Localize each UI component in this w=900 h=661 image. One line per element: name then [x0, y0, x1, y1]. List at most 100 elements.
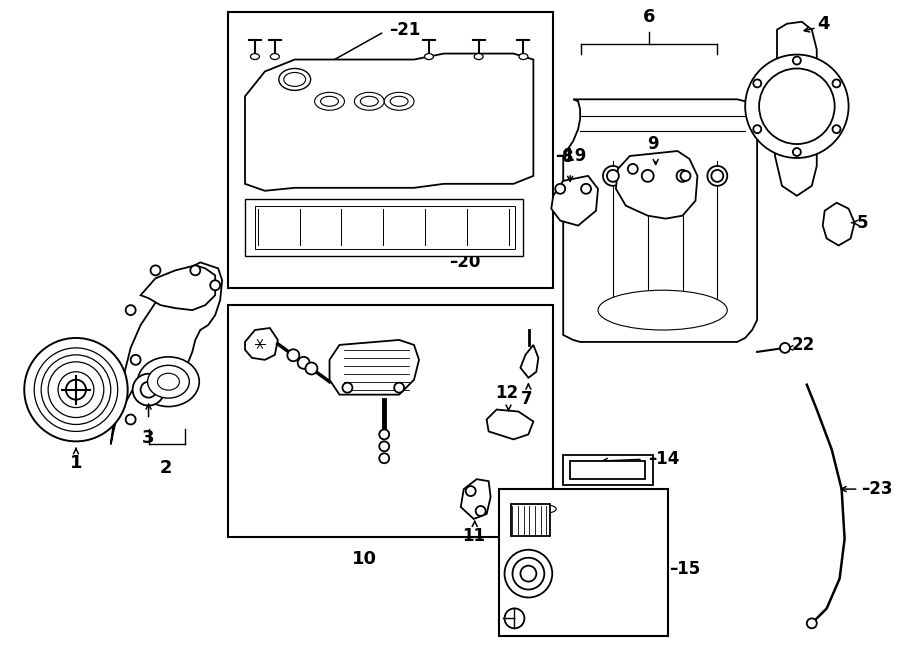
Circle shape — [512, 558, 544, 590]
Text: 7: 7 — [520, 390, 532, 408]
Circle shape — [707, 166, 727, 186]
Bar — [245, 199, 524, 256]
Polygon shape — [563, 99, 757, 342]
Polygon shape — [775, 22, 817, 196]
Ellipse shape — [598, 290, 727, 330]
Circle shape — [555, 184, 565, 194]
Polygon shape — [520, 345, 538, 377]
Text: 1: 1 — [69, 454, 82, 473]
Ellipse shape — [536, 505, 556, 513]
Polygon shape — [616, 151, 698, 219]
Polygon shape — [823, 203, 854, 245]
Circle shape — [806, 619, 817, 629]
Ellipse shape — [355, 93, 384, 110]
Ellipse shape — [158, 373, 179, 390]
Ellipse shape — [320, 97, 338, 106]
Polygon shape — [487, 410, 534, 440]
Text: –19: –19 — [555, 147, 587, 165]
Bar — [563, 455, 652, 485]
Ellipse shape — [474, 54, 483, 59]
Circle shape — [298, 357, 310, 369]
Bar — [228, 12, 554, 288]
Text: –18: –18 — [610, 611, 639, 626]
Circle shape — [753, 125, 761, 133]
Circle shape — [607, 170, 619, 182]
Circle shape — [34, 348, 118, 432]
Text: 12: 12 — [495, 383, 518, 402]
Ellipse shape — [250, 54, 259, 59]
Circle shape — [150, 265, 160, 276]
Circle shape — [520, 566, 536, 582]
Bar — [255, 206, 516, 249]
Circle shape — [66, 379, 86, 400]
Circle shape — [677, 170, 688, 182]
Circle shape — [476, 506, 486, 516]
Circle shape — [379, 442, 389, 451]
Bar — [510, 504, 550, 536]
Circle shape — [832, 79, 841, 87]
Circle shape — [379, 453, 389, 463]
Ellipse shape — [360, 97, 378, 106]
Circle shape — [753, 79, 761, 87]
Ellipse shape — [425, 54, 434, 59]
Circle shape — [132, 373, 165, 406]
Ellipse shape — [315, 93, 345, 110]
Circle shape — [48, 362, 104, 418]
Bar — [228, 305, 554, 537]
Text: –13: –13 — [560, 513, 591, 531]
Bar — [499, 489, 668, 637]
Circle shape — [190, 265, 201, 276]
Bar — [571, 461, 644, 479]
Circle shape — [793, 57, 801, 65]
Circle shape — [745, 55, 849, 158]
Circle shape — [287, 349, 300, 361]
Polygon shape — [461, 479, 491, 519]
Circle shape — [379, 430, 389, 440]
Circle shape — [505, 550, 553, 598]
Circle shape — [642, 170, 653, 182]
Text: –17: –17 — [610, 564, 639, 579]
Circle shape — [759, 69, 834, 144]
Circle shape — [66, 379, 86, 400]
Ellipse shape — [270, 54, 279, 59]
Text: 22: 22 — [792, 336, 815, 354]
Ellipse shape — [391, 97, 408, 106]
Circle shape — [672, 166, 692, 186]
Text: –23: –23 — [861, 480, 893, 498]
Text: –15: –15 — [670, 560, 701, 578]
Ellipse shape — [384, 93, 414, 110]
Circle shape — [466, 486, 476, 496]
Circle shape — [394, 383, 404, 393]
Text: –14: –14 — [648, 450, 680, 468]
Circle shape — [211, 280, 220, 290]
Circle shape — [130, 355, 140, 365]
Ellipse shape — [138, 357, 199, 407]
Circle shape — [526, 499, 566, 539]
Text: –20: –20 — [449, 253, 481, 272]
Circle shape — [680, 171, 690, 181]
Text: 2: 2 — [159, 459, 172, 477]
Polygon shape — [245, 328, 278, 360]
Circle shape — [126, 414, 136, 424]
Circle shape — [603, 166, 623, 186]
Polygon shape — [140, 265, 215, 310]
Polygon shape — [329, 340, 419, 395]
Circle shape — [832, 125, 841, 133]
Text: 4: 4 — [817, 15, 829, 33]
Ellipse shape — [148, 366, 189, 398]
Text: 9: 9 — [647, 135, 659, 153]
Circle shape — [628, 164, 638, 174]
Circle shape — [305, 362, 318, 374]
Circle shape — [780, 343, 790, 353]
Circle shape — [24, 338, 128, 442]
Circle shape — [581, 184, 591, 194]
Ellipse shape — [279, 69, 310, 91]
Circle shape — [638, 166, 658, 186]
Text: –16: –16 — [610, 510, 639, 524]
Text: 11: 11 — [463, 527, 485, 545]
Circle shape — [140, 381, 157, 398]
Ellipse shape — [284, 73, 306, 87]
Circle shape — [505, 608, 525, 629]
Circle shape — [518, 491, 574, 547]
Text: 10: 10 — [352, 550, 377, 568]
